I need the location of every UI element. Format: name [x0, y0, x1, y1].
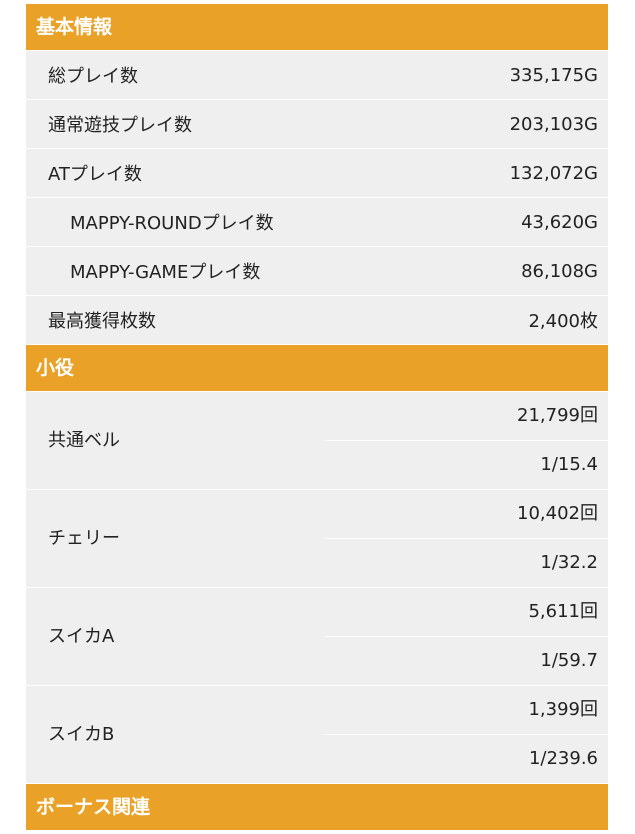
divider — [325, 734, 608, 735]
stat-value: 1/239.6 — [528, 748, 598, 769]
stat-row: チェリー 10,402回 1/32.2 — [26, 490, 608, 588]
stat-label: ATプレイ数 — [48, 164, 142, 185]
stat-row: スイカA 5,611回 1/59.7 — [26, 588, 608, 686]
divider — [325, 440, 608, 441]
stat-value: 1/15.4 — [540, 454, 598, 475]
divider — [325, 538, 608, 539]
stat-value: 1/59.7 — [540, 650, 598, 671]
stat-row: MAPPY-ROUNDプレイ数 43,620G — [26, 198, 608, 247]
stat-label: MAPPY-GAMEプレイ数 — [70, 262, 261, 283]
divider — [325, 636, 608, 637]
stat-value: 1/32.2 — [540, 552, 598, 573]
section-header: 基本情報 — [26, 4, 608, 50]
stat-value: 335,175G — [509, 64, 598, 86]
stat-value: 5,611回 — [528, 601, 598, 622]
stat-value: 132,072G — [509, 162, 598, 184]
stat-value: 2,400枚 — [528, 311, 598, 332]
stat-value: 203,103G — [509, 113, 598, 135]
stat-value: 21,799回 — [517, 405, 598, 426]
stat-label: 共通ベル — [48, 430, 120, 451]
stat-value: 10,402回 — [517, 503, 598, 524]
stat-row: 共通ベル 21,799回 1/15.4 — [26, 392, 608, 490]
stat-row: 総プレイ数 335,175G — [26, 51, 608, 100]
stat-label: MAPPY-ROUNDプレイ数 — [70, 213, 274, 234]
stat-row: 通常遊技プレイ数 203,103G — [26, 100, 608, 149]
stat-label: 最高獲得枚数 — [48, 311, 156, 332]
stat-value: 1,399回 — [528, 699, 598, 720]
section-header: 小役 — [26, 345, 608, 391]
section-header: ボーナス関連 — [26, 784, 608, 830]
stat-row: MAPPY-GAMEプレイ数 86,108G — [26, 247, 608, 296]
stat-label: チェリー — [48, 528, 120, 549]
stat-value: 86,108G — [521, 260, 598, 282]
stat-label: 通常遊技プレイ数 — [48, 115, 192, 136]
stat-row: ATプレイ数 132,072G — [26, 149, 608, 198]
stat-label: 総プレイ数 — [48, 66, 138, 87]
info-table: 基本情報総プレイ数 335,175G 通常遊技プレイ数 203,103G ATプレイ数 1… — [26, 4, 608, 831]
stat-label: スイカA — [48, 626, 115, 647]
stat-row: 最高獲得枚数 2,400枚 — [26, 296, 608, 345]
stat-label: スイカB — [48, 724, 115, 745]
stat-row: スイカB 1,399回 1/239.6 — [26, 686, 608, 784]
stat-value: 43,620G — [521, 211, 598, 233]
